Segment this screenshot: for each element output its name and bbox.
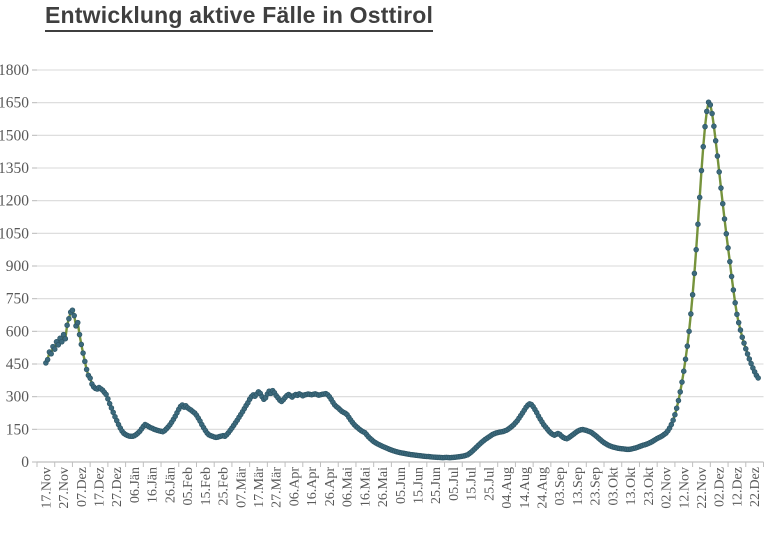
x-tick-label: 26.Jän <box>163 467 178 503</box>
x-tick-label: 13.Sep <box>571 467 586 506</box>
x-tick-label: 06.Jän <box>128 467 143 503</box>
x-tick-label: 15.Feb <box>199 467 214 506</box>
x-tick-label: 12.Dez <box>730 467 745 507</box>
x-tick-label: 05.Jul <box>447 467 462 501</box>
x-tick-label: 05.Jun <box>394 467 409 504</box>
y-tick-label: 1650 <box>0 95 29 112</box>
x-tick-label: 25.Feb <box>217 467 232 506</box>
x-tick-label: 03.Sep <box>553 467 568 506</box>
y-tick-label: 450 <box>6 356 30 373</box>
x-axis <box>36 461 764 467</box>
x-tick-label: 17.Dez <box>93 467 108 507</box>
y-tick-label: 150 <box>6 421 30 438</box>
x-tick-label: 13.Okt <box>624 467 639 506</box>
gridlines <box>32 69 764 463</box>
y-tick-label: 1050 <box>0 225 29 242</box>
x-tick-label: 02.Dez <box>713 467 728 507</box>
x-tick-label: 25.Jul <box>482 467 497 501</box>
x-tick-label: 27.Mär <box>270 467 285 508</box>
x-tick-label: 16.Apr <box>305 467 320 507</box>
x-tick-label: 04.Aug <box>500 467 515 509</box>
y-tick-label: 1200 <box>0 193 29 210</box>
y-tick-label: 1800 <box>0 62 29 79</box>
x-tick-label: 26.Mai <box>376 467 391 507</box>
x-tick-label: 23.Okt <box>642 467 657 506</box>
y-tick-label: 0 <box>21 454 29 471</box>
x-tick-label: 14.Aug <box>518 467 533 509</box>
x-tick-label: 24.Aug <box>536 467 551 509</box>
x-tick-label: 25.Jun <box>429 467 444 504</box>
x-tick-label: 16.Mai <box>358 467 373 507</box>
series-markers <box>43 99 761 461</box>
y-tick-label: 1500 <box>0 127 29 144</box>
y-tick-label: 1350 <box>0 160 29 177</box>
series-line <box>44 101 760 459</box>
x-tick-label: 07.Mär <box>234 467 249 508</box>
x-tick-label: 26.Apr <box>323 467 338 507</box>
y-tick-label: 300 <box>6 389 30 406</box>
x-tick-label: 17.Mär <box>252 467 267 508</box>
chart-title: Entwicklung aktive Fälle in Osttirol <box>45 2 434 32</box>
x-tick-label: 16.Jän <box>146 467 161 503</box>
x-tick-label: 03.Okt <box>606 467 621 506</box>
x-tick-label: 27.Dez <box>110 467 125 507</box>
x-tick-label: 05.Feb <box>181 467 196 506</box>
y-tick-label: 750 <box>6 291 30 308</box>
y-tick-label: 900 <box>6 258 30 275</box>
x-tick-label: 15.Jul <box>465 467 480 501</box>
x-tick-label: 15.Jun <box>411 467 426 504</box>
x-tick-label: 07.Dez <box>75 467 90 507</box>
x-tick-label: 23.Sep <box>589 467 604 506</box>
x-tick-label: 17.Nov <box>39 467 54 509</box>
x-tick-label: 22.Nov <box>695 467 710 509</box>
x-tick-label: 06.Mai <box>341 467 356 507</box>
x-tick-label: 06.Apr <box>287 467 302 507</box>
x-tick-label: 02.Nov <box>660 467 675 509</box>
x-tick-label: 22.Dez <box>748 467 763 507</box>
y-axis-labels: 0 150 300 450 600 750 900 1050 1200 1350 1500 1650 1… <box>0 62 29 471</box>
x-axis-labels: 17.Nov 27.Nov 07.Dez 17.Dez 27.Dez 06.Jän 16.J… <box>39 467 763 509</box>
y-tick-label: 600 <box>6 323 30 340</box>
x-tick-label: 12.Nov <box>677 467 692 509</box>
x-tick-label: 27.Nov <box>57 467 72 509</box>
